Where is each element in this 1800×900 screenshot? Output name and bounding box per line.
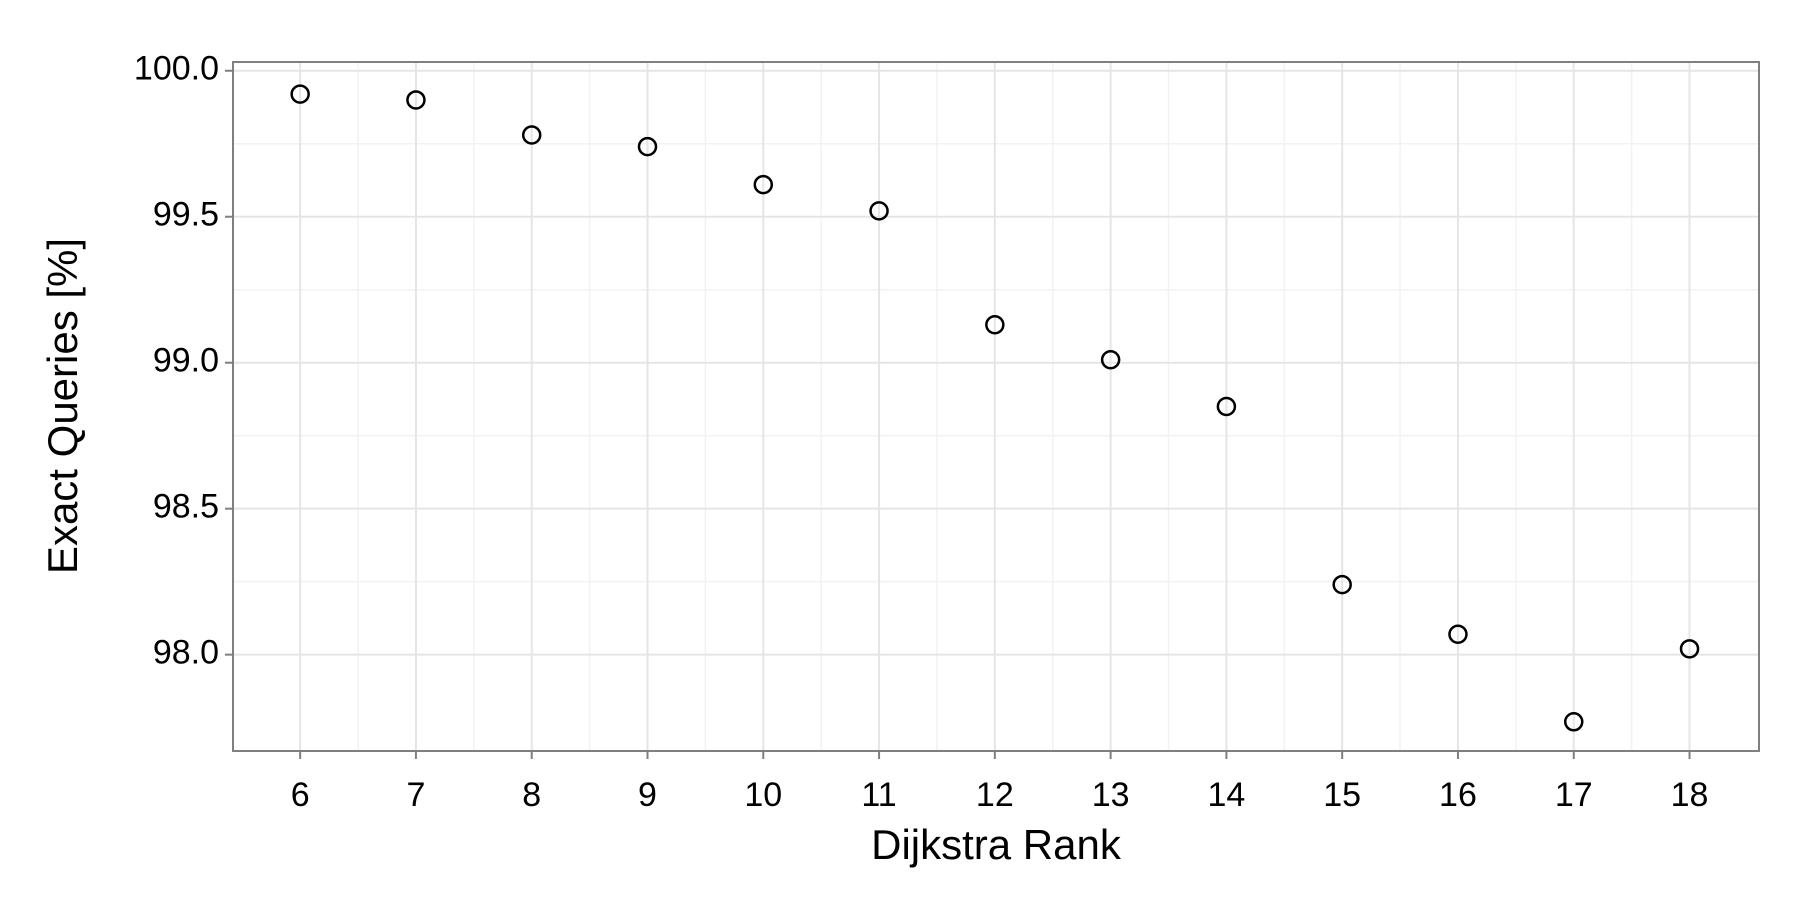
point — [985, 315, 1005, 335]
y-axis-title: Exact Queries [%] — [39, 238, 86, 574]
x-tick-label: 10 — [744, 776, 782, 814]
y-tick-label: 99.5 — [153, 196, 219, 234]
x-tick-label: 7 — [406, 776, 425, 814]
x-tick-label: 11 — [861, 776, 896, 814]
point — [637, 136, 658, 157]
point — [1100, 350, 1121, 370]
x-tick-label: 15 — [1323, 776, 1361, 814]
y-tick-label: 98.5 — [153, 488, 219, 526]
x-tick-label: 12 — [976, 776, 1014, 814]
point — [1332, 574, 1352, 595]
point — [753, 174, 774, 195]
y-tick-label: 98.0 — [153, 634, 219, 672]
x-axis-title: Dijkstra Rank — [871, 821, 1122, 868]
point — [521, 125, 542, 145]
point — [869, 201, 889, 221]
x-tick-label: 6 — [291, 776, 310, 814]
x-tick-label: 13 — [1092, 776, 1130, 814]
grid — [233, 62, 1759, 751]
x-tick-label: 9 — [638, 776, 657, 814]
point — [406, 90, 426, 110]
x-tick-label: 14 — [1207, 776, 1245, 814]
panel — [233, 62, 1759, 751]
marks — [290, 84, 1700, 732]
y-tick-label: 99.0 — [153, 342, 219, 380]
point — [1216, 396, 1237, 417]
point — [1448, 624, 1468, 644]
x-tick-label: 17 — [1555, 776, 1593, 814]
point — [290, 84, 310, 104]
y-tick-label: 100.0 — [134, 50, 219, 88]
point — [1563, 712, 1584, 732]
x-tick-label: 18 — [1671, 776, 1709, 814]
x-tick-label: 16 — [1439, 776, 1477, 814]
point — [1679, 639, 1700, 659]
x-tick-label: 8 — [522, 776, 541, 814]
panel-border — [232, 61, 1760, 752]
